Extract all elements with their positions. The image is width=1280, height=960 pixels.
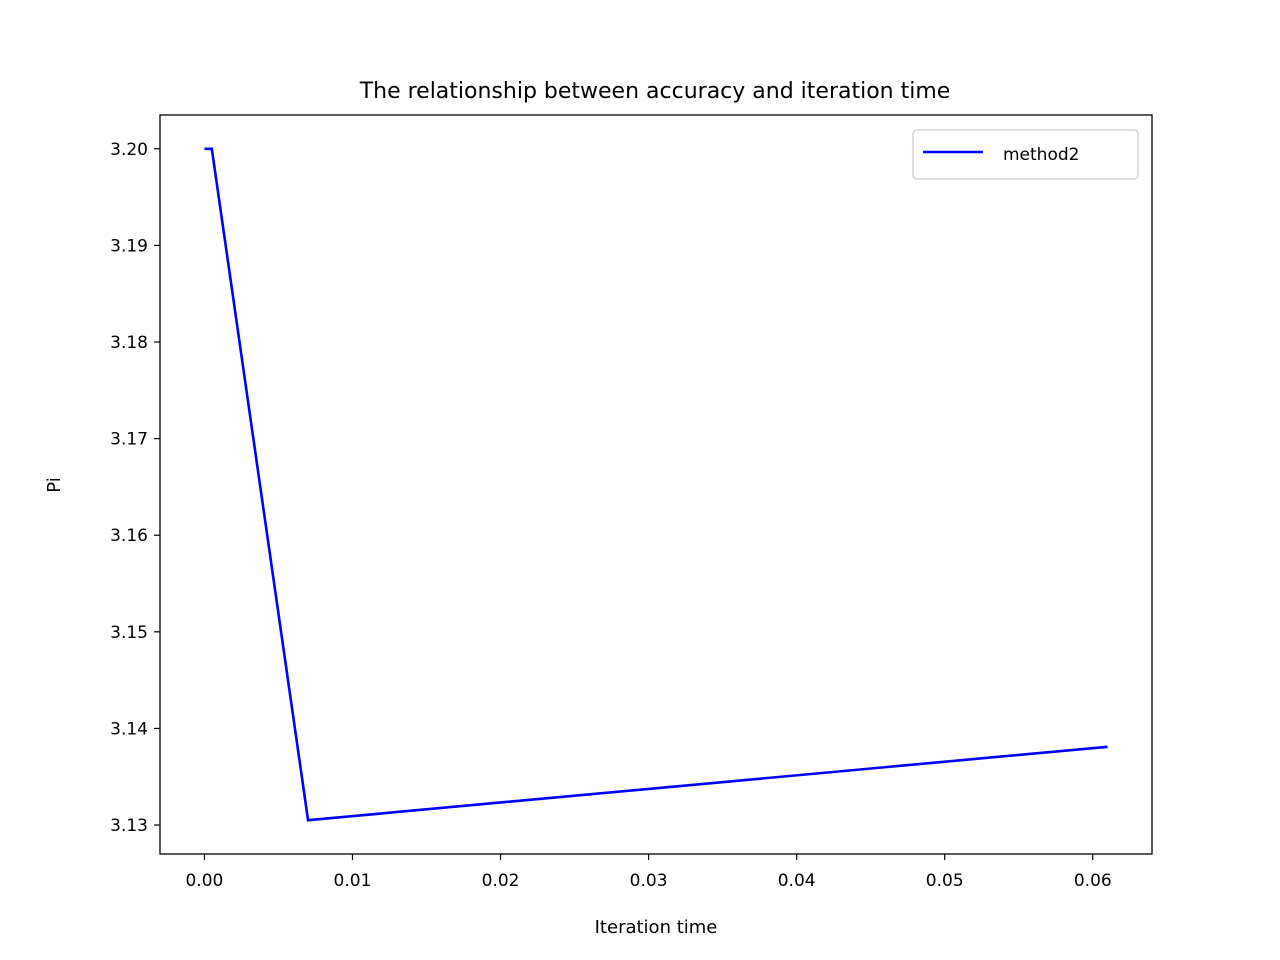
y-tick-label: 3.18	[110, 333, 148, 353]
x-tick-label: 0.01	[334, 871, 372, 891]
x-tick-label: 0.03	[630, 871, 668, 891]
legend-box	[912, 129, 1139, 180]
y-tick-label: 3.13	[110, 816, 148, 836]
plot-area	[160, 115, 1152, 854]
x-tick-label: 0.00	[185, 871, 223, 891]
x-tick-label: 0.04	[778, 871, 816, 891]
y-tick-label: 3.20	[110, 140, 148, 160]
x-tick-label: 0.02	[482, 871, 520, 891]
plot-frame	[159, 114, 1153, 855]
x-axis-label: Iteration time	[595, 917, 718, 938]
x-tick-label: 0.05	[926, 871, 964, 891]
y-axis-label: Pi	[44, 477, 65, 492]
y-tick-label: 3.17	[110, 430, 148, 450]
legend-label-method2: method2	[1003, 145, 1079, 165]
y-tick-label: 3.15	[110, 623, 148, 643]
x-tick-label: 0.06	[1074, 871, 1112, 891]
x-axis-ticks: 0.00 0.01 0.02 0.03 0.04 0.05 0.06	[185, 854, 1112, 891]
series-line-method2	[204, 147, 1108, 822]
legend: method2	[912, 129, 1139, 180]
y-tick-label: 3.19	[110, 236, 148, 256]
series-layer	[204, 147, 1108, 822]
y-tick-label: 3.14	[110, 719, 148, 739]
y-tick-label: 3.16	[110, 526, 148, 546]
chart-title: The relationship between accuracy and it…	[359, 79, 951, 104]
y-axis-ticks: 3.13 3.14 3.15 3.16 3.17 3.18 3.19 3.20	[110, 140, 160, 836]
